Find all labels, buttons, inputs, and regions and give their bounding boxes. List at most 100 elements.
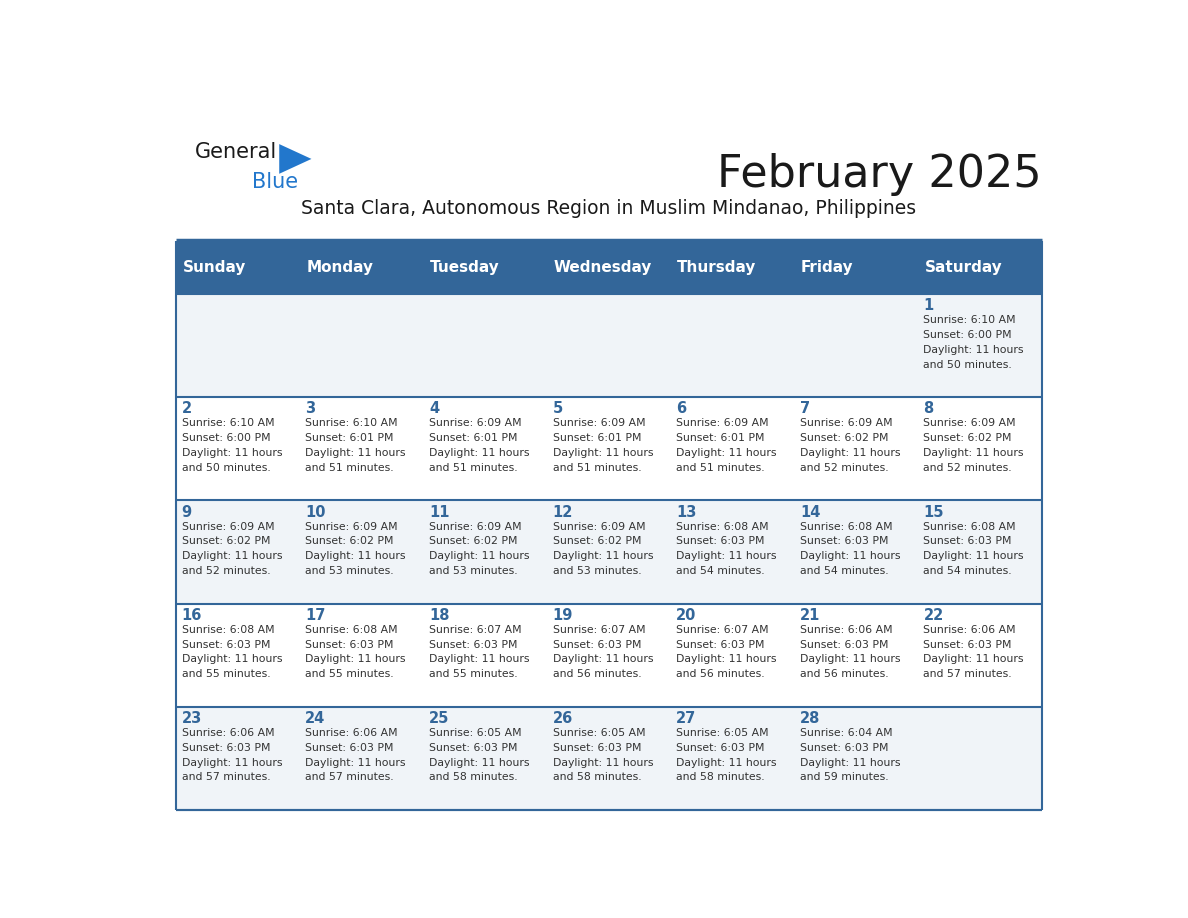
Text: Sunrise: 6:09 AM: Sunrise: 6:09 AM <box>182 521 274 532</box>
Text: and 57 minutes.: and 57 minutes. <box>923 669 1012 679</box>
Text: Daylight: 11 hours: Daylight: 11 hours <box>676 655 777 665</box>
Text: Friday: Friday <box>801 260 853 274</box>
Text: and 52 minutes.: and 52 minutes. <box>800 463 889 473</box>
Text: Daylight: 11 hours: Daylight: 11 hours <box>923 655 1024 665</box>
Text: Sunrise: 6:08 AM: Sunrise: 6:08 AM <box>800 521 892 532</box>
Text: Sunset: 6:02 PM: Sunset: 6:02 PM <box>800 433 889 443</box>
Text: 13: 13 <box>676 505 696 520</box>
Text: 17: 17 <box>305 608 326 622</box>
Text: Sunset: 6:01 PM: Sunset: 6:01 PM <box>429 433 518 443</box>
Text: Daylight: 11 hours: Daylight: 11 hours <box>923 551 1024 561</box>
Text: Daylight: 11 hours: Daylight: 11 hours <box>676 448 777 458</box>
Text: 12: 12 <box>552 505 573 520</box>
Text: 2: 2 <box>182 401 191 417</box>
Text: Daylight: 11 hours: Daylight: 11 hours <box>429 551 530 561</box>
Text: Daylight: 11 hours: Daylight: 11 hours <box>676 757 777 767</box>
Text: Saturday: Saturday <box>924 260 1003 274</box>
Text: Daylight: 11 hours: Daylight: 11 hours <box>800 655 901 665</box>
Text: Sunrise: 6:04 AM: Sunrise: 6:04 AM <box>800 728 892 738</box>
Text: 10: 10 <box>305 505 326 520</box>
Text: Sunset: 6:03 PM: Sunset: 6:03 PM <box>800 536 889 546</box>
Text: Sunset: 6:01 PM: Sunset: 6:01 PM <box>552 433 642 443</box>
Text: and 55 minutes.: and 55 minutes. <box>305 669 394 679</box>
Text: 19: 19 <box>552 608 573 622</box>
Bar <box>176 603 1042 707</box>
Text: Sunset: 6:02 PM: Sunset: 6:02 PM <box>182 536 270 546</box>
Text: Sunset: 6:00 PM: Sunset: 6:00 PM <box>923 330 1012 340</box>
Text: Sunrise: 6:10 AM: Sunrise: 6:10 AM <box>923 315 1016 325</box>
Text: 16: 16 <box>182 608 202 622</box>
Text: and 52 minutes.: and 52 minutes. <box>182 566 271 577</box>
Text: Sunset: 6:03 PM: Sunset: 6:03 PM <box>552 640 642 650</box>
Text: Sunrise: 6:06 AM: Sunrise: 6:06 AM <box>305 728 398 738</box>
Text: Sunrise: 6:08 AM: Sunrise: 6:08 AM <box>676 521 769 532</box>
Text: 3: 3 <box>305 401 315 417</box>
Text: 24: 24 <box>305 711 326 726</box>
Text: Sunset: 6:03 PM: Sunset: 6:03 PM <box>429 743 518 753</box>
Text: 9: 9 <box>182 505 191 520</box>
Text: Daylight: 11 hours: Daylight: 11 hours <box>552 655 653 665</box>
Text: Daylight: 11 hours: Daylight: 11 hours <box>552 448 653 458</box>
Text: Thursday: Thursday <box>677 260 757 274</box>
Text: Sunset: 6:02 PM: Sunset: 6:02 PM <box>429 536 518 546</box>
Bar <box>176 500 1042 603</box>
Text: 14: 14 <box>800 505 820 520</box>
Text: February 2025: February 2025 <box>716 152 1042 196</box>
Bar <box>176 707 1042 810</box>
Text: Blue: Blue <box>252 172 298 192</box>
Polygon shape <box>279 144 311 174</box>
Text: Daylight: 11 hours: Daylight: 11 hours <box>305 655 406 665</box>
Text: Daylight: 11 hours: Daylight: 11 hours <box>305 551 406 561</box>
Text: Sunrise: 6:06 AM: Sunrise: 6:06 AM <box>923 625 1016 634</box>
Text: and 50 minutes.: and 50 minutes. <box>182 463 271 473</box>
Text: Sunday: Sunday <box>183 260 246 274</box>
Text: and 54 minutes.: and 54 minutes. <box>676 566 765 577</box>
Text: 11: 11 <box>429 505 449 520</box>
Text: Sunrise: 6:07 AM: Sunrise: 6:07 AM <box>676 625 769 634</box>
Text: Sunrise: 6:09 AM: Sunrise: 6:09 AM <box>800 419 892 429</box>
Text: 4: 4 <box>429 401 440 417</box>
Text: and 50 minutes.: and 50 minutes. <box>923 360 1012 370</box>
Text: 23: 23 <box>182 711 202 726</box>
Text: Daylight: 11 hours: Daylight: 11 hours <box>923 345 1024 355</box>
Text: Sunset: 6:03 PM: Sunset: 6:03 PM <box>182 640 270 650</box>
Text: 15: 15 <box>923 505 944 520</box>
Text: and 51 minutes.: and 51 minutes. <box>676 463 765 473</box>
Text: and 56 minutes.: and 56 minutes. <box>800 669 889 679</box>
Text: and 57 minutes.: and 57 minutes. <box>305 772 394 782</box>
Text: Sunrise: 6:08 AM: Sunrise: 6:08 AM <box>923 521 1016 532</box>
Text: 18: 18 <box>429 608 449 622</box>
Text: Daylight: 11 hours: Daylight: 11 hours <box>800 448 901 458</box>
Text: Sunset: 6:03 PM: Sunset: 6:03 PM <box>182 743 270 753</box>
Text: Sunrise: 6:09 AM: Sunrise: 6:09 AM <box>305 521 398 532</box>
Text: 1: 1 <box>923 298 934 313</box>
Text: 25: 25 <box>429 711 449 726</box>
Text: and 59 minutes.: and 59 minutes. <box>800 772 889 782</box>
Bar <box>176 241 1042 294</box>
Text: Daylight: 11 hours: Daylight: 11 hours <box>923 448 1024 458</box>
Text: Sunrise: 6:09 AM: Sunrise: 6:09 AM <box>923 419 1016 429</box>
Text: Tuesday: Tuesday <box>430 260 500 274</box>
Text: 28: 28 <box>800 711 820 726</box>
Text: Sunrise: 6:10 AM: Sunrise: 6:10 AM <box>305 419 398 429</box>
Text: Sunset: 6:03 PM: Sunset: 6:03 PM <box>305 640 393 650</box>
Text: and 58 minutes.: and 58 minutes. <box>676 772 765 782</box>
Text: Daylight: 11 hours: Daylight: 11 hours <box>305 448 406 458</box>
Text: and 56 minutes.: and 56 minutes. <box>552 669 642 679</box>
Text: and 58 minutes.: and 58 minutes. <box>429 772 518 782</box>
Text: Daylight: 11 hours: Daylight: 11 hours <box>429 757 530 767</box>
Text: and 55 minutes.: and 55 minutes. <box>429 669 518 679</box>
Text: and 51 minutes.: and 51 minutes. <box>305 463 394 473</box>
Text: Daylight: 11 hours: Daylight: 11 hours <box>182 757 282 767</box>
Text: Daylight: 11 hours: Daylight: 11 hours <box>305 757 406 767</box>
Text: 26: 26 <box>552 711 573 726</box>
Text: Sunset: 6:01 PM: Sunset: 6:01 PM <box>305 433 393 443</box>
Text: Sunset: 6:03 PM: Sunset: 6:03 PM <box>552 743 642 753</box>
Text: Sunrise: 6:05 AM: Sunrise: 6:05 AM <box>676 728 769 738</box>
Text: Daylight: 11 hours: Daylight: 11 hours <box>800 757 901 767</box>
Text: Sunrise: 6:10 AM: Sunrise: 6:10 AM <box>182 419 274 429</box>
Text: Sunset: 6:03 PM: Sunset: 6:03 PM <box>923 536 1012 546</box>
Text: Sunset: 6:03 PM: Sunset: 6:03 PM <box>676 743 765 753</box>
Text: Sunset: 6:03 PM: Sunset: 6:03 PM <box>800 743 889 753</box>
Bar <box>176 294 1042 397</box>
